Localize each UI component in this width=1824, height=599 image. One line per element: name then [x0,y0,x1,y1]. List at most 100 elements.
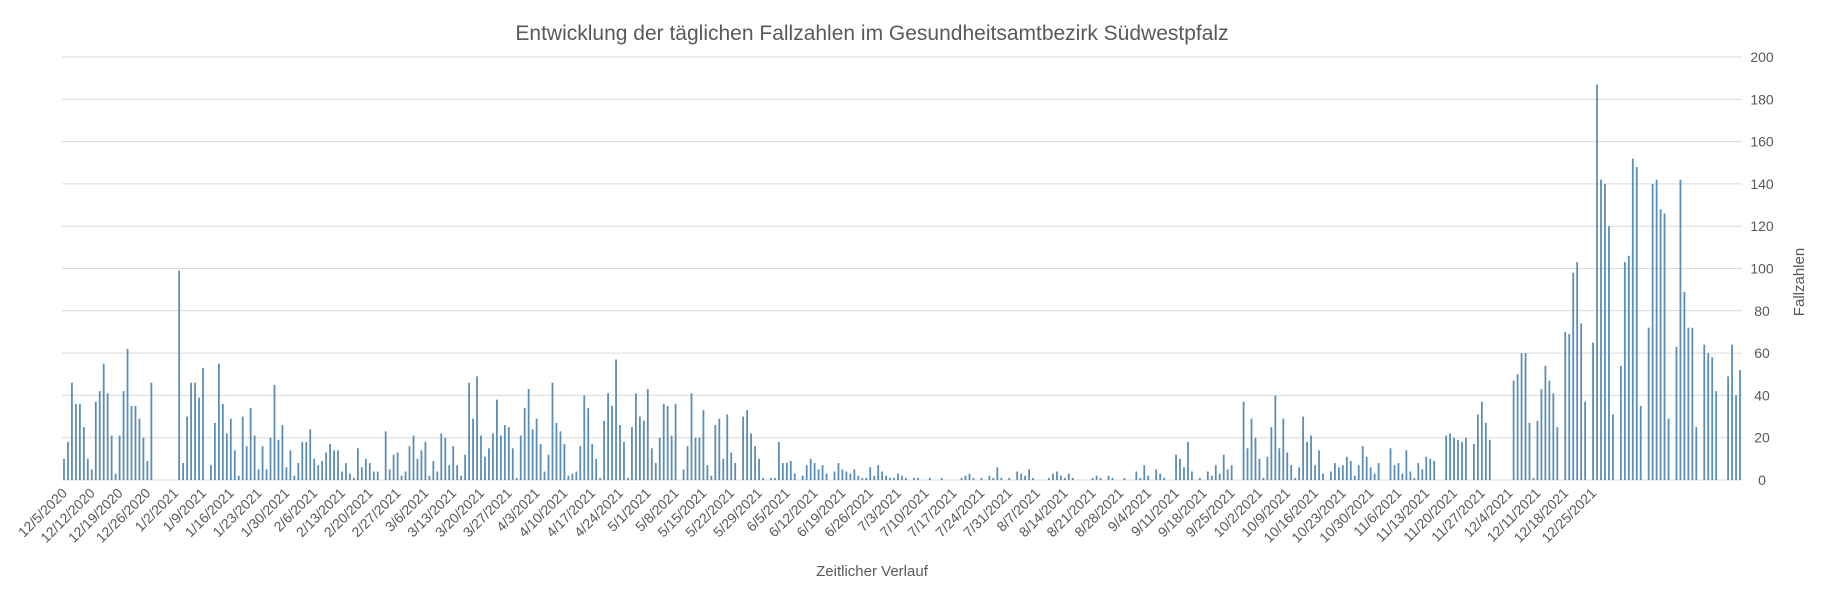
bar [305,441,308,480]
bar [146,460,149,480]
bar [392,454,395,480]
bar [452,446,455,480]
bar [249,408,252,480]
y-tick-label: 120 [1750,218,1774,234]
bar [420,450,423,480]
bar [1683,291,1686,480]
bar [1222,454,1225,480]
bar [1298,467,1301,480]
bar [1159,473,1162,480]
bar [341,471,343,480]
bar [1659,209,1662,480]
bar [1314,465,1316,480]
bar [1266,456,1269,480]
bar [1373,473,1376,480]
bar [527,389,530,480]
bar [1322,473,1324,480]
bar [1334,463,1336,480]
bar [1290,465,1293,480]
bar [638,416,641,480]
bar [1020,473,1023,480]
y-tick-label: 60 [1754,345,1770,361]
bar [114,473,117,480]
bar [996,467,999,480]
bar [1449,433,1451,480]
bar [1520,353,1523,480]
bar [1687,327,1690,480]
bar [1214,465,1217,480]
bar [1135,471,1138,480]
bar [448,465,451,480]
bar [353,477,355,480]
bar [1715,391,1718,480]
bar [770,477,772,480]
bar [611,405,613,480]
bar [1516,374,1519,480]
bar [1341,465,1344,480]
bar [1210,475,1213,480]
bar [1147,475,1150,480]
bar [1568,334,1571,480]
bar [1032,477,1034,480]
bar [440,433,443,480]
bar [210,465,212,480]
bar [444,437,447,480]
bar [1627,255,1630,480]
bar [424,441,427,480]
bar [1417,463,1420,480]
y-tick-label: 180 [1750,91,1774,107]
bar [710,475,713,480]
bar [261,446,264,480]
bar [662,403,665,480]
bar [1663,213,1666,480]
bar [686,446,689,480]
bar [1302,416,1305,480]
bar [905,477,907,480]
bar [1139,477,1142,480]
bar [563,444,566,480]
bar [488,448,490,480]
bar [221,403,224,480]
bar [1675,346,1678,480]
bar [253,435,256,480]
bar [531,429,534,480]
bar [408,446,411,480]
bar [853,469,856,480]
bar [1421,469,1424,480]
bar [476,376,478,480]
bar [861,477,864,480]
bar [650,448,653,480]
bar [1425,456,1428,480]
bar [309,429,312,480]
bar [849,473,852,480]
bar [1107,475,1110,480]
bar [1731,344,1733,480]
bar [833,471,836,480]
bar [1155,469,1158,480]
bar [273,384,276,480]
bar [913,477,915,480]
bar [1552,393,1555,480]
bar [75,403,77,480]
bar [523,408,526,480]
bar [889,477,891,480]
bar [63,458,65,480]
bar [416,458,419,480]
bar [1028,469,1030,480]
bar [1226,469,1229,480]
bar [1739,370,1741,480]
bar [1349,460,1352,480]
bar [1576,262,1579,480]
bar [67,441,69,480]
bar [1580,323,1583,480]
bar [789,460,792,480]
bar [519,435,522,480]
bar [734,463,737,480]
bar [102,363,105,480]
bar [1242,401,1245,480]
bar [750,433,752,480]
bar [595,458,598,480]
bar [1163,477,1166,480]
bar [1246,448,1249,480]
